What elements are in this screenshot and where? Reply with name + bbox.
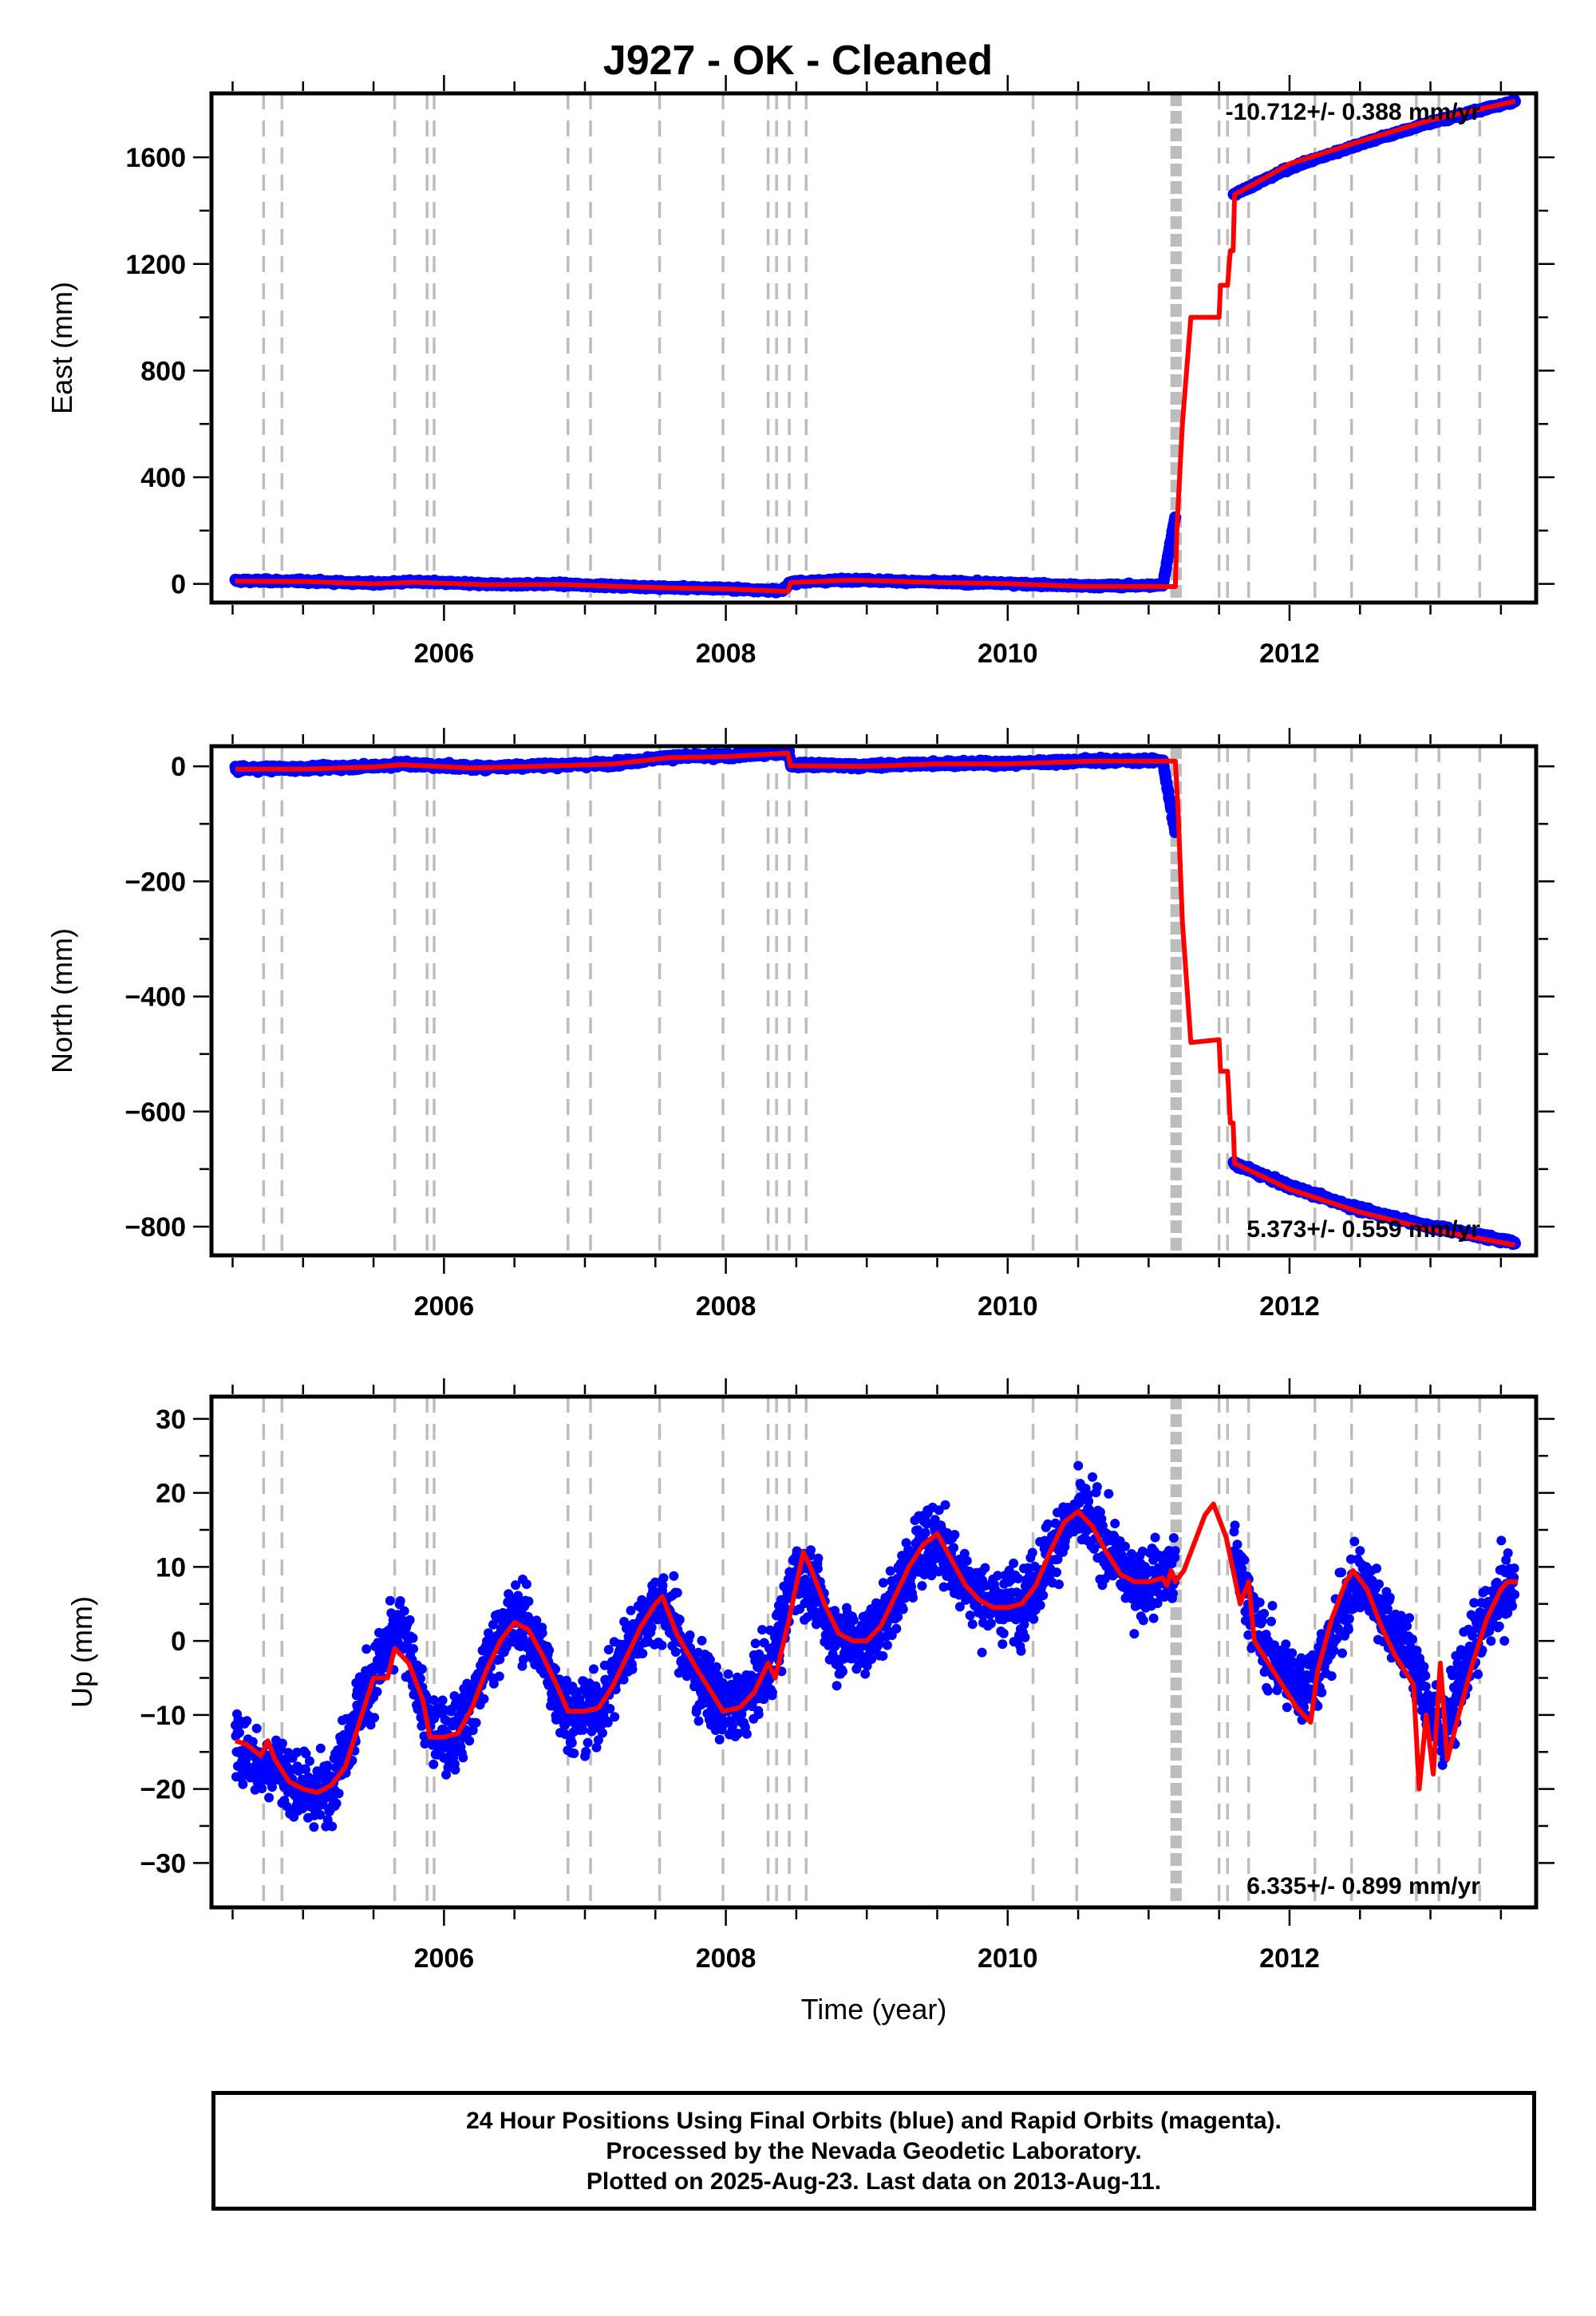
data-point <box>277 1738 287 1749</box>
up-plot-area <box>231 1397 1520 1907</box>
y-tick-label: −200 <box>124 867 186 897</box>
north-rate-label: 5.373+/- 0.559 mm/yr <box>1246 1216 1480 1243</box>
data-point <box>315 1743 326 1753</box>
chart-title: J927 - OK - Cleaned <box>602 38 994 84</box>
x-tick-label: 2010 <box>978 1291 1038 1322</box>
data-point <box>247 1737 258 1747</box>
east-observations <box>229 93 1521 599</box>
east-plot-frame <box>209 91 1539 605</box>
x-tick-label: 2012 <box>1259 638 1320 669</box>
data-point <box>257 1784 267 1793</box>
y-tick-label: −400 <box>124 982 186 1013</box>
north-observations <box>229 746 1521 1251</box>
north-model-line <box>235 750 1516 1247</box>
data-point <box>251 1723 262 1733</box>
data-point <box>395 1596 405 1606</box>
data-point <box>385 1595 395 1606</box>
y-tick-label: 800 <box>140 356 186 386</box>
y-tick-label: 0 <box>171 752 186 782</box>
north-plot-area <box>229 746 1521 1255</box>
data-point <box>393 1637 403 1647</box>
data-point <box>334 1788 344 1799</box>
north-panel: 2006 2008 2010 2012 0 −200 −400 −600 −800 North (… <box>45 728 1555 1322</box>
y-tick-label: 400 <box>140 463 186 493</box>
x-tick-label: 2008 <box>696 638 757 669</box>
data-point <box>264 1792 275 1803</box>
data-point <box>322 1761 333 1771</box>
y-tick-label: −600 <box>124 1097 186 1128</box>
x-tick-label: 2006 <box>414 1291 475 1322</box>
data-point <box>399 1606 409 1616</box>
x-tick-label: 2010 <box>978 638 1038 669</box>
east-model-line <box>235 99 1516 594</box>
north-y-axis-label: North (mm) <box>45 928 78 1073</box>
y-tick-label: 1600 <box>125 143 186 173</box>
east-x-axis <box>231 75 1503 621</box>
y-tick-label: −800 <box>124 1212 186 1243</box>
east-rate-label: -10.712+/- 0.388 mm/yr <box>1226 99 1481 125</box>
y-tick-label: 1200 <box>125 250 186 280</box>
y-tick-label: 0 <box>171 570 186 600</box>
data-point <box>369 1713 380 1723</box>
data-point <box>235 1728 244 1738</box>
east-y-axis-label: East (mm) <box>45 282 78 414</box>
data-point <box>372 1686 382 1697</box>
x-tick-label: 2006 <box>414 638 475 669</box>
data-point <box>309 1822 319 1832</box>
data-point <box>282 1801 292 1812</box>
data-point <box>331 1798 342 1808</box>
data-point <box>301 1749 311 1759</box>
data-point <box>365 1720 376 1730</box>
data-point <box>242 1716 252 1726</box>
data-point <box>361 1644 372 1654</box>
data-point <box>292 1747 302 1757</box>
north-x-axis <box>231 728 1503 1274</box>
data-point <box>238 1779 248 1789</box>
east-plot-area <box>229 93 1521 603</box>
data-point <box>315 1810 326 1820</box>
x-tick-label: 2012 <box>1259 1291 1320 1322</box>
x-tick-label: 2008 <box>696 1291 757 1322</box>
north-plot-frame <box>209 744 1539 1258</box>
data-point <box>305 1756 314 1766</box>
data-point <box>301 1765 310 1775</box>
east-panel: 2006 2008 2010 2012 0 400 800 1200 1600 East (mm)… <box>45 75 1555 669</box>
data-point <box>327 1821 338 1832</box>
